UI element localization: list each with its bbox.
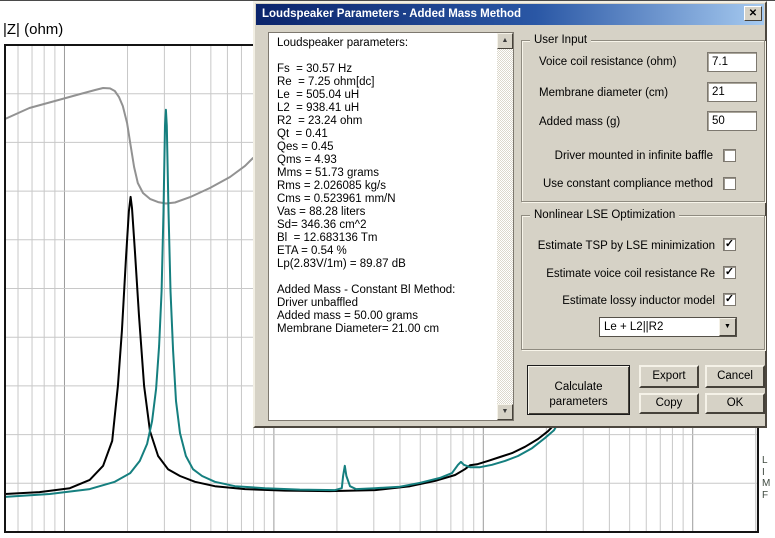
results-panel[interactable]: Loudspeaker parameters: Fs = 30.57 Hz Re…: [268, 32, 514, 421]
infinite-baffle-checkbox[interactable]: [723, 149, 736, 162]
scroll-down-icon: ▼: [501, 408, 509, 415]
ok-button[interactable]: OK: [705, 393, 765, 414]
cancel-button[interactable]: Cancel: [705, 365, 765, 388]
voice-coil-resistance-label: Voice coil resistance (ohm): [539, 56, 677, 68]
close-button[interactable]: ✕: [744, 6, 762, 21]
y-axis-label: |Z| (ohm): [3, 21, 64, 38]
results-scrollbar[interactable]: ▲ ▼: [497, 33, 513, 420]
inductor-model-combobox[interactable]: Le + L2||R2 ▼: [599, 317, 737, 337]
voice-coil-resistance-input[interactable]: [707, 52, 757, 72]
dropdown-button[interactable]: ▼: [719, 318, 736, 336]
lse-optimization-groupbox: Nonlinear LSE Optimization: [521, 208, 765, 350]
constant-compliance-checkbox-label: Use constant compliance method: [542, 178, 713, 190]
scroll-up-icon: ▲: [501, 37, 509, 44]
added-mass-label: Added mass (g): [539, 116, 621, 128]
membrane-diameter-label: Membrane diameter (cm): [539, 87, 669, 99]
estimate-inductor-checkbox[interactable]: ✓: [723, 293, 736, 306]
estimate-re-checkbox-label: Estimate voice coil resistance Re: [546, 268, 715, 280]
estimate-tsp-checkbox-label: Estimate TSP by LSE minimization: [537, 240, 715, 252]
scroll-down-button[interactable]: ▼: [497, 404, 513, 420]
dialog-titlebar[interactable]: Loudspeaker Parameters - Added Mass Meth…: [256, 4, 764, 25]
copy-button[interactable]: Copy: [639, 393, 699, 414]
user-input-groupbox: User Input: [521, 33, 765, 202]
parameters-dialog: Loudspeaker Parameters - Added Mass Meth…: [253, 1, 767, 428]
inductor-model-value: Le + L2||R2: [604, 321, 664, 333]
estimate-re-checkbox[interactable]: ✓: [723, 266, 736, 279]
estimate-inductor-checkbox-label: Estimate lossy inductor model: [562, 295, 715, 307]
calculate-parameters-button[interactable]: Calculate parameters: [527, 365, 630, 415]
export-button[interactable]: Export: [639, 365, 699, 388]
added-mass-input[interactable]: [707, 111, 757, 131]
scroll-up-button[interactable]: ▲: [497, 33, 513, 49]
estimate-tsp-checkbox[interactable]: ✓: [723, 238, 736, 251]
infinite-baffle-checkbox-label: Driver mounted in infinite baffle: [554, 150, 713, 162]
close-icon: ✕: [748, 8, 758, 19]
user-input-label: User Input: [530, 33, 592, 47]
dropdown-icon: ▼: [724, 323, 731, 330]
dialog-title: Loudspeaker Parameters - Added Mass Meth…: [262, 8, 522, 20]
results-text: Loudspeaker parameters: Fs = 30.57 Hz Re…: [277, 37, 456, 335]
membrane-diameter-input[interactable]: [707, 82, 757, 102]
limp-side-text: L I M F: [762, 455, 771, 501]
constant-compliance-checkbox[interactable]: [723, 177, 736, 190]
lse-optimization-label: Nonlinear LSE Optimization: [530, 208, 680, 222]
